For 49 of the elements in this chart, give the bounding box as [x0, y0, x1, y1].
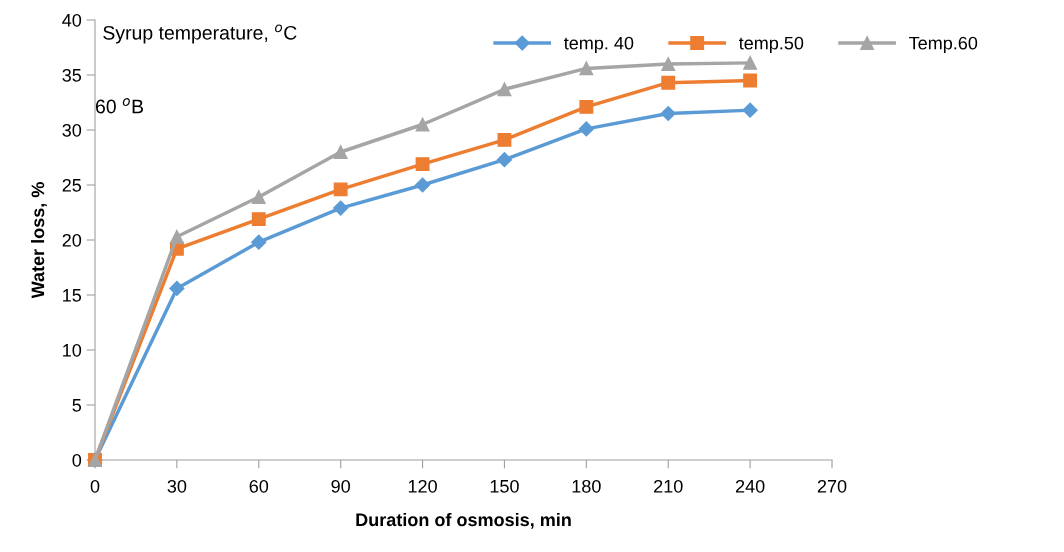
y-tick-label: 10: [63, 343, 82, 357]
legend-label: temp. 40: [564, 36, 634, 54]
point: [496, 152, 513, 168]
y-tick-label: 5: [72, 399, 82, 412]
legend-label: Temp.60: [909, 36, 978, 54]
annotation: 60 $^{o}$B: [95, 98, 144, 114]
point: [497, 132, 512, 147]
point: [661, 75, 676, 90]
x-tick-label: 150: [490, 479, 519, 493]
point: [660, 105, 676, 122]
x-tick-label: 30: [167, 479, 187, 493]
y-tick-label: 0: [72, 453, 82, 467]
y-tick-label: 35: [62, 68, 82, 82]
y-axis-title: Water loss, %: [31, 182, 47, 299]
y-tick-label: 15: [63, 289, 82, 302]
y-tick-label: 25: [62, 178, 82, 192]
x-tick-label: 270: [817, 479, 847, 493]
point: [579, 99, 594, 114]
point: [251, 190, 266, 205]
y-tick-label: 30: [62, 123, 82, 137]
point: [742, 102, 758, 118]
point: [333, 145, 348, 159]
point: [578, 121, 594, 137]
y-tick-label: 20: [62, 233, 82, 247]
point: [169, 280, 185, 296]
legend-label: temp.50: [738, 36, 804, 54]
point: [251, 234, 267, 250]
point: [414, 177, 431, 193]
point: [415, 117, 430, 132]
point: [415, 157, 430, 172]
x-axis-title: Duration of osmosis, min: [356, 512, 571, 529]
point: [333, 182, 348, 197]
point: [743, 73, 758, 88]
x-tick-label: 60: [249, 479, 269, 493]
point: [251, 212, 266, 227]
point: [333, 200, 349, 216]
x-tick-label: 90: [331, 479, 350, 493]
x-tick-label: 210: [654, 479, 683, 493]
y-tick-label: 40: [62, 13, 82, 27]
x-tick-label: 240: [735, 479, 765, 493]
point: [743, 55, 758, 70]
point: [661, 57, 676, 71]
annotation: Syrup temperature, $^{o}$C: [103, 24, 297, 44]
point: [579, 61, 594, 76]
point: [497, 82, 512, 97]
point: [169, 229, 184, 244]
x-tick-label: 180: [572, 479, 601, 493]
x-tick-label: 0: [90, 479, 100, 493]
x-tick-label: 120: [408, 479, 437, 493]
